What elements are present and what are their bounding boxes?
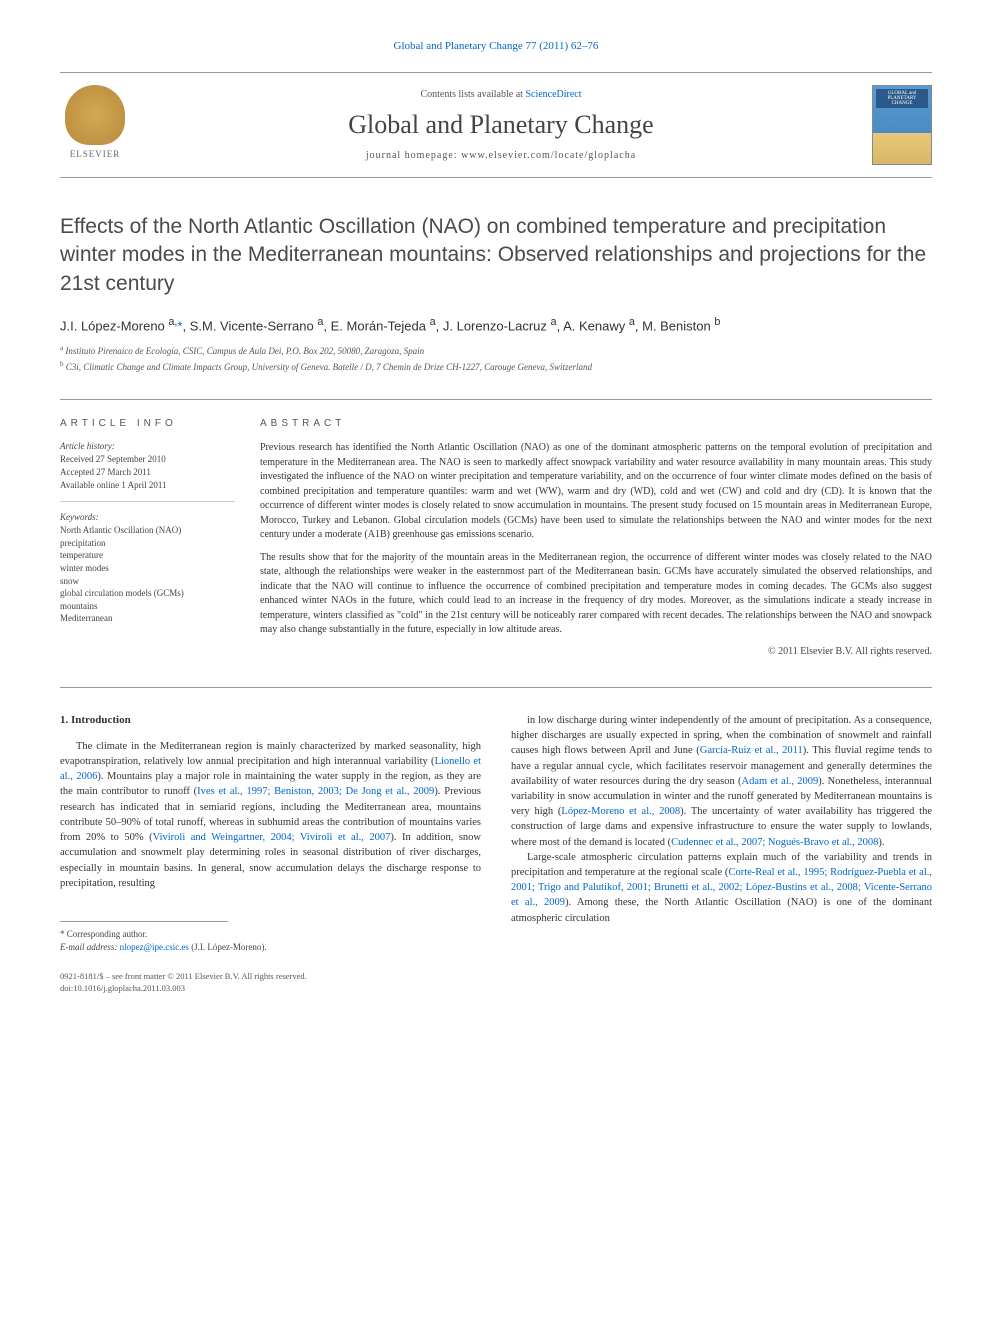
elsevier-tree-icon [65,85,125,145]
keyword-item: winter modes [60,562,235,575]
abstract-para-1: Previous research has identified the Nor… [260,441,932,543]
footer-line-1: 0921-8181/$ – see front matter © 2011 El… [60,971,481,983]
body-left-column: 1. Introduction The climate in the Medit… [60,713,481,995]
journal-cover-icon: GLOBAL and PLANETARY CHANGE [872,85,932,165]
corresp-label: * Corresponding author. [60,928,481,941]
history-item: Accepted 27 March 2011 [60,466,235,479]
keyword-item: Mediterranean [60,612,235,625]
divider [60,687,932,688]
cover-label: GLOBAL and PLANETARY CHANGE [876,89,928,108]
abstract-copyright: © 2011 Elsevier B.V. All rights reserved… [260,646,932,657]
homepage-prefix: journal homepage: [366,150,461,161]
keyword-item: precipitation [60,537,235,550]
keyword-item: global circulation models (GCMs) [60,587,235,600]
abstract-column: ABSTRACT Previous research has identifie… [260,418,932,657]
affiliation-item: b C3i, Climatic Change and Climate Impac… [60,359,932,375]
article-title: Effects of the North Atlantic Oscillatio… [60,213,932,298]
footer-doi[interactable]: doi:10.1016/j.gloplacha.2011.03.003 [60,983,481,995]
homepage-url[interactable]: www.elsevier.com/locate/gloplacha [461,150,636,161]
keyword-item: temperature [60,549,235,562]
header-center: Contents lists available at ScienceDirec… [130,89,872,161]
article-history: Article history: Received 27 September 2… [60,441,235,502]
affiliation-item: a Instituto Pirenaico de Ecología, CSIC,… [60,343,932,359]
article-info-label: ARTICLE INFO [60,418,235,429]
email-label: E-mail address: [60,942,117,952]
history-item: Available online 1 April 2011 [60,479,235,492]
elsevier-label: ELSEVIER [60,149,130,159]
keywords-label: Keywords: [60,512,235,522]
footer-meta: 0921-8181/$ – see front matter © 2011 El… [60,971,481,995]
body-right-para-2: Large-scale atmospheric circulation patt… [511,850,932,926]
meta-abstract-row: ARTICLE INFO Article history: Received 2… [60,399,932,657]
history-item: Received 27 September 2010 [60,453,235,466]
keyword-item: North Atlantic Oscillation (NAO) [60,524,235,537]
body-columns: 1. Introduction The climate in the Medit… [60,713,932,995]
contents-prefix: Contents lists available at [420,89,525,100]
journal-citation[interactable]: Global and Planetary Change 77 (2011) 62… [60,40,932,52]
author-list: J.I. López-Moreno a,*, S.M. Vicente-Serr… [60,316,932,333]
body-right-para-1: in low discharge during winter independe… [511,713,932,850]
keywords-list: North Atlantic Oscillation (NAO)precipit… [60,524,235,625]
affiliations: a Instituto Pirenaico de Ecología, CSIC,… [60,343,932,374]
history-label: Article history: [60,441,235,451]
section-heading-intro: 1. Introduction [60,713,481,729]
journal-header: ELSEVIER Contents lists available at Sci… [60,72,932,178]
abstract-text: Previous research has identified the Nor… [260,441,932,638]
email-suffix: (J.I. López-Moreno). [191,942,266,952]
abstract-para-2: The results show that for the majority o… [260,551,932,638]
article-info-column: ARTICLE INFO Article history: Received 2… [60,418,260,657]
body-left-para-1: The climate in the Mediterranean region … [60,739,481,891]
journal-name: Global and Planetary Change [130,110,872,140]
contents-available: Contents lists available at ScienceDirec… [130,89,872,100]
corresponding-author-footnote: * Corresponding author. E-mail address: … [60,928,481,953]
footnote-divider [60,921,228,922]
abstract-label: ABSTRACT [260,418,932,429]
corresp-email-link[interactable]: nlopez@ipe.csic.es [120,942,189,952]
sciencedirect-link[interactable]: ScienceDirect [525,89,581,100]
body-right-column: in low discharge during winter independe… [511,713,932,995]
elsevier-logo: ELSEVIER [60,85,130,165]
keyword-item: mountains [60,600,235,613]
keyword-item: snow [60,575,235,588]
journal-homepage: journal homepage: www.elsevier.com/locat… [130,150,872,161]
corresp-email-line: E-mail address: nlopez@ipe.csic.es (J.I.… [60,941,481,954]
